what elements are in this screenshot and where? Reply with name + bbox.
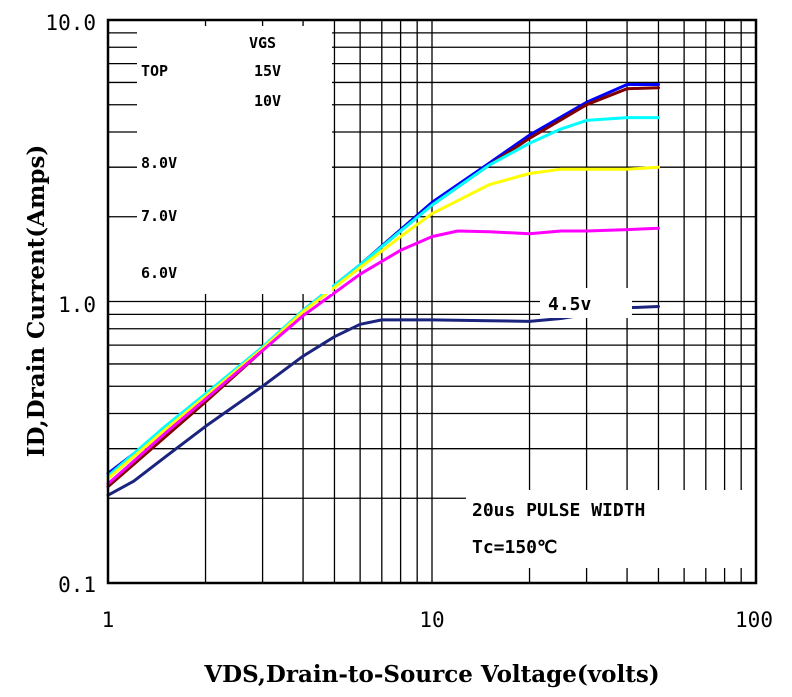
y-tick-label-10: 10.0 <box>45 11 96 35</box>
curve-vgs-7-0v <box>106 165 660 480</box>
legend-box <box>137 26 332 294</box>
plot-frame <box>106 18 758 585</box>
x-axis-label: VDS,Drain-to-Source Voltage(volts) <box>203 661 659 688</box>
curve-vgs-8-0v <box>106 116 660 478</box>
x-tick-label-100: 100 <box>735 608 773 632</box>
y-tick-label-0-1: 0.1 <box>58 573 96 597</box>
x-tick-label-1: 1 <box>102 608 115 632</box>
curve-label-box <box>540 288 632 318</box>
legend-header: VGS <box>249 34 276 52</box>
y-tick-label-1: 1.0 <box>58 293 96 317</box>
legend-entry-15v: 15V <box>254 62 281 80</box>
curves <box>106 83 660 497</box>
pulse-width-label: 20us PULSE WIDTH <box>472 500 645 521</box>
legend-entry-7v: 7.0V <box>141 207 177 225</box>
legend-entry-6v: 6.0V <box>141 264 177 282</box>
legend-top-label: TOP <box>141 62 168 80</box>
annotation-box <box>466 490 756 568</box>
curve-vgs-6-0v <box>106 226 660 486</box>
temperature-label: Tc=150℃ <box>472 537 557 558</box>
y-axis-label: ID,Drain Current(Amps) <box>23 145 50 458</box>
legend-entry-10v: 10V <box>254 92 281 110</box>
x-tick-label-10: 10 <box>419 608 444 632</box>
legend-entry-8v: 8.0V <box>141 154 177 172</box>
curve-label-4-5v: 4.5v <box>548 294 592 315</box>
